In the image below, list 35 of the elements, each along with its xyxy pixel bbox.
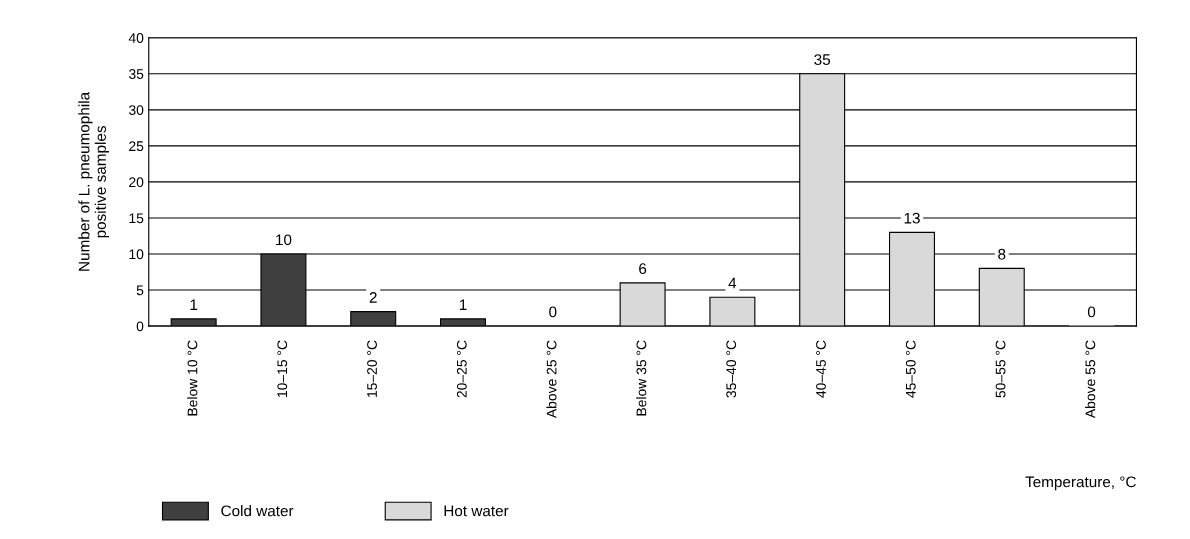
y-axis-title: Number of L. pneumophila positive samples [78,91,109,271]
data-label: 6 [639,263,647,275]
x-tick-label: 15–20 °C [367,340,377,397]
y-tick-label: 15 [129,213,144,224]
x-tick-label: Above 25 °C [546,340,557,419]
data-label: 13 [904,212,920,224]
x-tick-label: 40–45 °C [816,340,826,398]
y-tick-label: 5 [136,285,144,296]
x-tick-label: Below 35 °C [636,340,647,416]
y-tick-label: 10 [129,249,144,260]
y-tick-label: 0 [136,321,144,332]
data-label: 1 [190,299,198,310]
y-tick-label: 30 [128,105,144,115]
x-tick-label: Below 10 °C [187,340,198,416]
x-tick-label: Above 55 °C [1085,340,1096,419]
data-label: 2 [369,292,377,303]
x-tick-label: 35–40 °C [726,340,737,398]
data-label: 4 [728,277,737,289]
x-tick-label: 45–50 °C [905,340,916,398]
legend-label: Cold water [221,505,294,517]
data-label: 1 [459,299,467,310]
y-tick-label: 20 [129,177,144,188]
x-tick-label: 10–15 °C [277,340,288,397]
y-tick-label: 25 [129,141,144,152]
data-label: 10 [276,234,292,246]
data-label: 0 [549,306,557,318]
data-label: 0 [1087,306,1096,318]
data-label: 35 [814,54,831,65]
x-tick-label: 20–25 °C [456,340,467,398]
x-axis-title: Temperature, °C [1025,476,1136,491]
y-tick-label: 35 [128,69,144,79]
legend-label: Hot water [444,505,509,517]
x-tick-label: 50–55 °C [995,340,1006,398]
data-label: 8 [998,248,1006,260]
y-tick-label: 40 [128,33,144,43]
